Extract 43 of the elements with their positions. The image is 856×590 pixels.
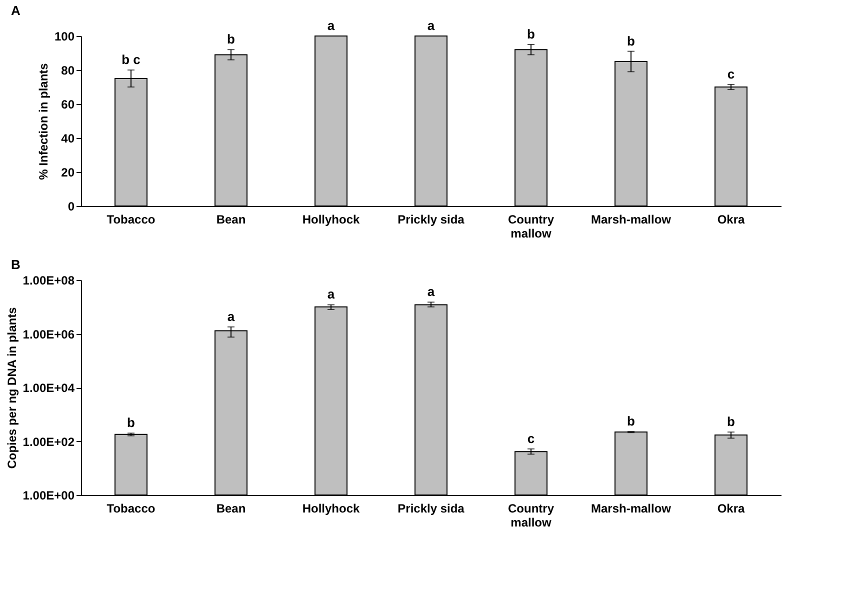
annotation: a — [227, 308, 236, 324]
annotation: a — [427, 18, 436, 33]
y-tick-label: 80 — [61, 64, 75, 78]
annotation: a — [327, 286, 336, 302]
x-tick-label: Prickly sida — [398, 212, 465, 226]
x-tick-label: Country mallow — [508, 212, 554, 240]
y-tick-label: 1.00E+00 — [22, 488, 75, 502]
x-tick-label: Tobacco — [106, 502, 156, 516]
annotation: a — [427, 284, 436, 300]
y-tick-label: 0 — [68, 200, 75, 214]
y-tick-label: 1.00E+04 — [22, 381, 75, 395]
annotation: b — [627, 33, 636, 48]
y-axis-title: % Infection in plants — [36, 62, 50, 180]
annotation: b — [527, 26, 536, 42]
annotation: b — [127, 415, 136, 430]
chart-title: B — [11, 257, 20, 272]
x-tick-label: Hollyhock — [302, 502, 360, 516]
y-tick-label: 100 — [54, 30, 75, 44]
chart-title: A — [11, 3, 21, 18]
x-tick-label: Hollyhock — [302, 212, 360, 226]
x-tick-label: Bean — [216, 502, 246, 516]
y-tick-label: 1.00E+02 — [22, 434, 75, 449]
x-tick-label: Okra — [717, 212, 745, 226]
y-tick-label: 60 — [61, 98, 75, 112]
x-tick-label: Marsh-mallow — [590, 212, 672, 226]
annotation: b — [627, 414, 636, 429]
x-tick-label: Bean — [216, 212, 246, 226]
annotation: b — [227, 32, 236, 47]
x-tick-label: Okra — [717, 502, 745, 516]
y-tick-label: 1.00E+06 — [22, 327, 75, 342]
x-tick-label: Tobacco — [106, 212, 156, 226]
x-tick-label: Prickly sida — [398, 502, 465, 516]
y-tick-label: 20 — [61, 166, 75, 180]
annotation: c — [527, 430, 535, 446]
x-tick-label: Marsh-mallow — [590, 502, 672, 516]
annotation: a — [327, 18, 336, 33]
y-axis-title: Copies per ng DNA in plants — [4, 306, 19, 469]
x-tick-label: Country mallow — [508, 502, 554, 530]
annotation: b — [727, 414, 736, 430]
y-tick-label: 1.00E+08 — [22, 274, 75, 288]
y-tick-label: 40 — [61, 132, 75, 146]
annotation: b c — [122, 52, 140, 67]
annotation: c — [727, 66, 735, 82]
